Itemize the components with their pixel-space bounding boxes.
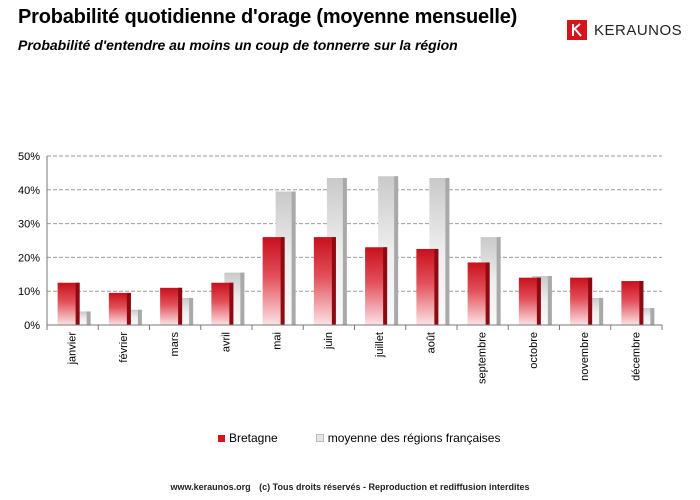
bar-moyenne-side [240, 272, 245, 325]
bar-moyenne-side [445, 177, 450, 325]
bar-bretagne-side [485, 262, 490, 325]
x-tick-label: février [118, 332, 130, 363]
chart-subtitle: Probabilité d'entendre au moins un coup … [18, 37, 458, 53]
bar-bretagne-side [536, 277, 541, 325]
bar-bretagne-side [280, 237, 285, 325]
bar-bretagne [57, 282, 80, 325]
bar-bretagne-side [229, 282, 234, 325]
bar-bretagne-side [331, 237, 336, 325]
x-tick-label: décembre [630, 332, 642, 381]
bar-moyenne-side [137, 309, 142, 325]
bar-bretagne [313, 237, 336, 325]
x-tick-label: octobre [528, 332, 540, 369]
bar-bretagne [416, 248, 439, 325]
x-tick-label: mai [272, 332, 284, 350]
footer-site: www.keraunos.org [170, 482, 251, 492]
bar-bretagne [108, 292, 131, 325]
bar-bretagne-side [434, 248, 439, 325]
y-tick-label: 20% [18, 252, 40, 264]
chart-legend: Bretagne moyenne des régions françaises [218, 431, 538, 445]
x-tick-label: juillet [374, 332, 386, 358]
keraunos-logo-icon [567, 20, 587, 40]
bar-bretagne-side [639, 281, 644, 325]
bar-moyenne-side [496, 237, 501, 325]
y-tick-label: 0% [24, 320, 40, 332]
bar-bretagne [365, 247, 388, 325]
bar-moyenne-side [342, 177, 347, 325]
y-tick-label: 30% [18, 219, 40, 231]
legend-swatch-bretagne [218, 434, 225, 442]
bar-bretagne-side [588, 277, 593, 325]
bar-moyenne-side [547, 275, 552, 325]
y-tick-label: 10% [18, 286, 40, 298]
x-tick-label: septembre [477, 332, 489, 384]
legend-swatch-moyenne [315, 434, 324, 442]
legend-label-moyenne: moyenne des régions françaises [327, 431, 501, 445]
bar-moyenne-side [394, 176, 399, 325]
x-tick-label: novembre [579, 332, 591, 381]
bar-bretagne-side [126, 292, 131, 325]
bar-moyenne-side [189, 297, 194, 325]
bar-moyenne-side [86, 311, 91, 325]
bar-moyenne-side [599, 297, 604, 325]
bar-moyenne-side [650, 308, 655, 325]
brand-name: KERAUNOS [594, 21, 683, 39]
bar-bretagne [467, 262, 490, 325]
brand-logo: KERAUNOS [567, 20, 682, 40]
bar-moyenne-side [291, 191, 296, 325]
bar-bretagne-side [178, 287, 183, 325]
x-tick-label: mars [169, 332, 181, 357]
bar-bretagne [211, 282, 234, 325]
bar-bretagne-side [383, 247, 388, 325]
bar-bretagne-side [75, 282, 80, 325]
x-tick-label: juin [323, 332, 335, 350]
y-tick-label: 40% [18, 185, 40, 197]
chart-title: Probabilité quotidienne d'orage (moyenne… [18, 6, 518, 28]
legend-item-moyenne: moyenne des régions françaises [315, 431, 501, 445]
legend-label-bretagne: Bretagne [229, 431, 278, 445]
x-tick-label: août [425, 332, 437, 353]
x-tick-label: avril [220, 332, 232, 352]
y-tick-label: 50% [18, 151, 40, 163]
bar-bretagne [262, 237, 285, 325]
bar-bretagne [518, 277, 541, 325]
legend-item-bretagne: Bretagne [218, 431, 278, 445]
bar-bretagne [160, 287, 183, 325]
bar-bretagne [621, 281, 644, 325]
footer: www.keraunos.org (c) Tous droits réservé… [0, 482, 700, 492]
footer-rights: (c) Tous droits réservés - Reproduction … [259, 482, 530, 492]
x-tick-label: janvier [67, 332, 79, 366]
bar-bretagne [570, 277, 593, 325]
